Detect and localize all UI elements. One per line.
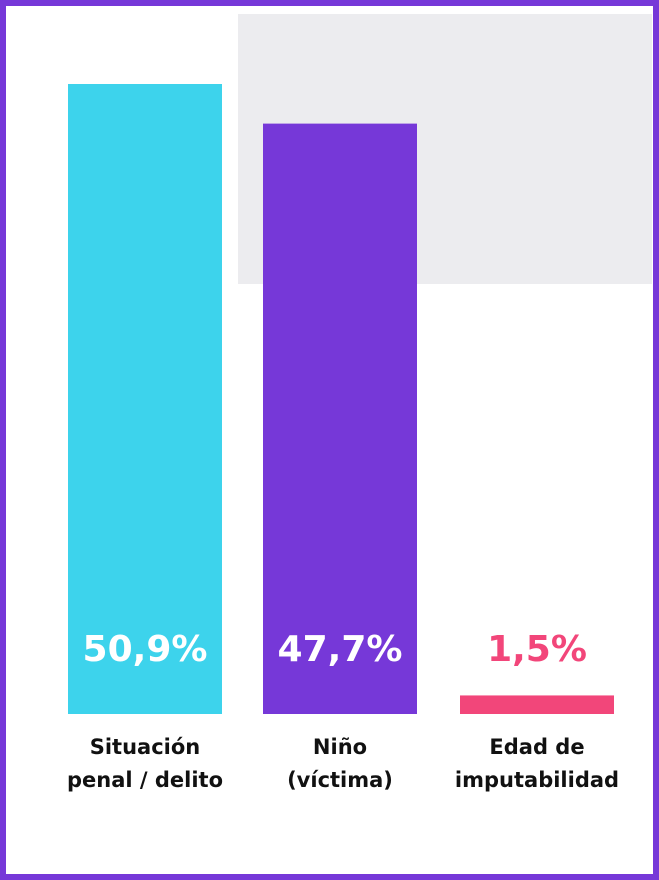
category-label: (víctima) (287, 768, 393, 792)
category-label: Edad de (489, 735, 584, 759)
value-label: 50,9% (83, 629, 208, 670)
category-label: imputabilidad (455, 768, 619, 792)
category-label: Niño (313, 735, 367, 759)
category-label: Situación (90, 735, 201, 759)
bar (68, 84, 222, 714)
value-label: 1,5% (487, 629, 587, 670)
bar (263, 123, 417, 715)
value-label: 47,7% (278, 629, 403, 670)
bar (460, 695, 614, 714)
category-label: penal / delito (67, 768, 223, 792)
